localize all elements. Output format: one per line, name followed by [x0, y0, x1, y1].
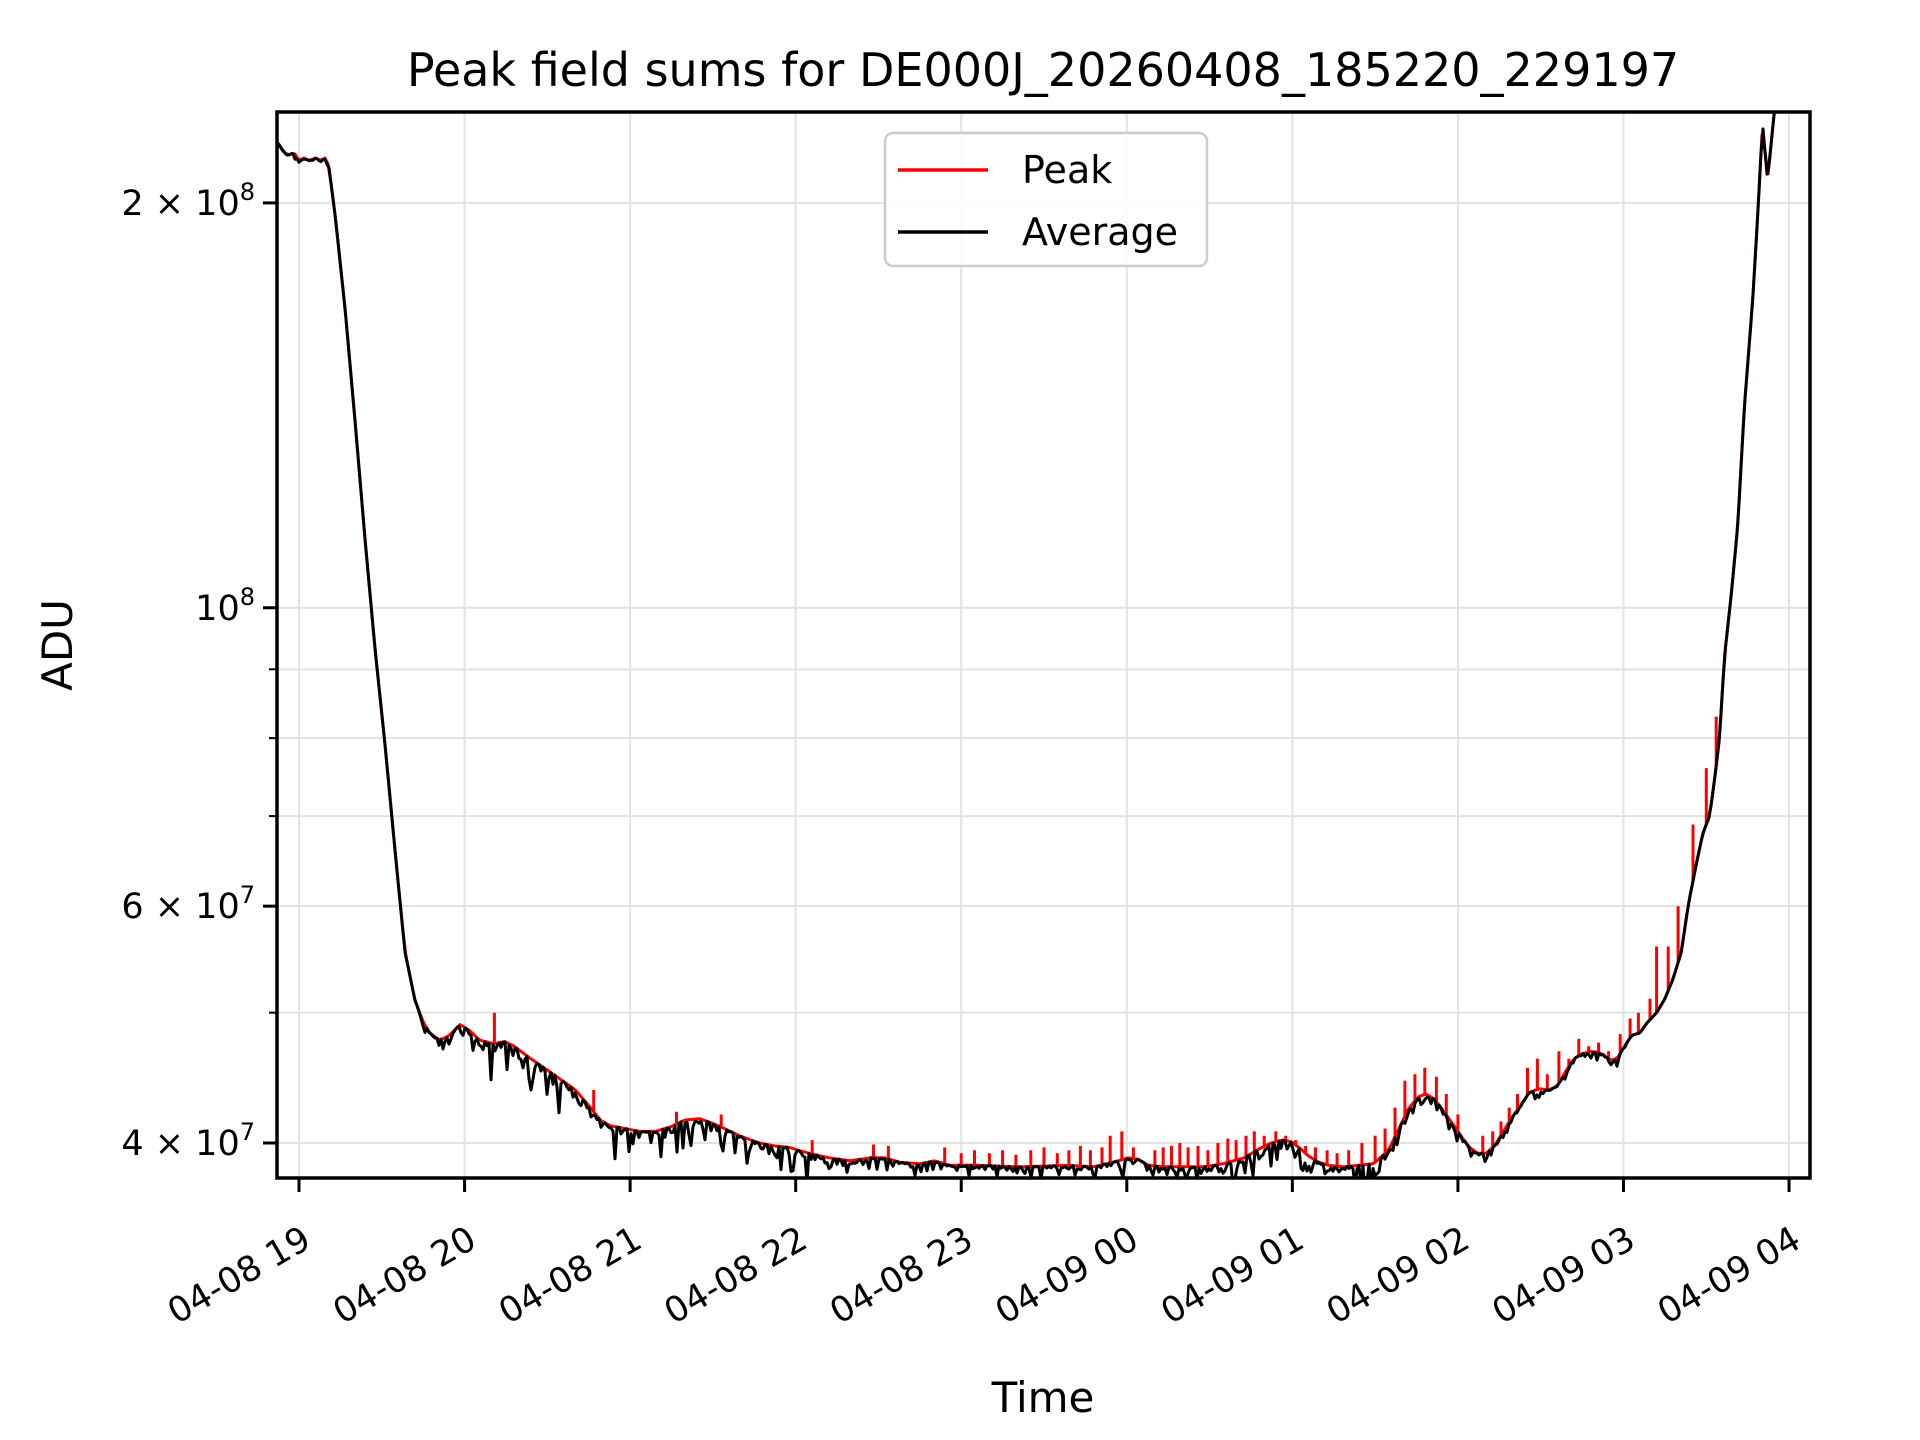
y-axis-label: ADU	[33, 599, 82, 691]
x-axis-label: Time	[991, 1373, 1095, 1422]
y-tick-label: 2 × 108	[121, 178, 255, 224]
y-tick-label: 6 × 107	[121, 881, 255, 927]
peak-series-spikes	[492, 716, 1718, 1167]
axis-ticks	[263, 201, 1791, 1192]
y-tick-label: 4 × 107	[121, 1118, 255, 1164]
gridlines	[277, 112, 1810, 1178]
legend-average-label: Average	[1022, 210, 1178, 254]
plot-border	[275, 110, 1812, 1180]
legend-peak-label: Peak	[1022, 148, 1112, 192]
chart-title: Peak field sums for DE000J_20260408_1852…	[407, 43, 1679, 97]
y-tick-label: 108	[195, 583, 255, 629]
series-lines	[277, 112, 1776, 1178]
average-series-line	[277, 112, 1776, 1178]
y-tick-labels: 2 × 108 108 6 × 107 4 × 107	[121, 178, 255, 1164]
legend: Peak Average	[883, 131, 1209, 268]
